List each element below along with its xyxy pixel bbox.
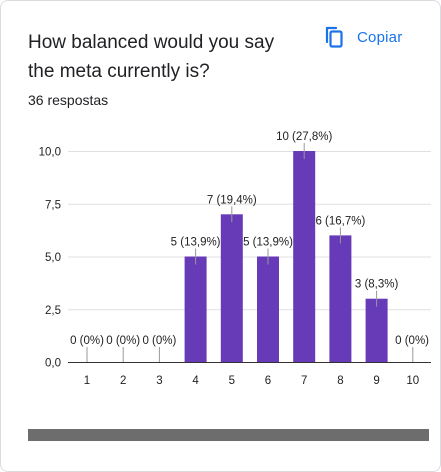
bar [365, 298, 388, 362]
data-label: 10 (27,8%) [276, 131, 332, 143]
x-tick-label: 8 [337, 375, 343, 387]
copy-chart-button[interactable]: Copiar [323, 25, 402, 49]
x-tick-label: 10 [406, 375, 419, 387]
bar-chart: 0,0 2,5 5,0 7,5 10,0 0 (0%) 1 0 (0%) 2 0 (0%) 3 5 (… [39, 131, 431, 387]
y-tick-label: 2,5 [45, 305, 61, 317]
question-title: How balanced would you say the meta curr… [28, 32, 275, 82]
y-tick-label: 5,0 [45, 252, 61, 264]
bar [293, 151, 316, 362]
x-tick-label: 9 [373, 375, 379, 387]
scrollbar-thumb[interactable] [28, 429, 429, 441]
x-tick-label: 1 [84, 375, 90, 387]
y-tick-label: 7,5 [45, 199, 61, 211]
y-tick-label: 0,0 [45, 358, 61, 370]
data-label: 5 (13,9%) [171, 237, 221, 249]
data-label: 0 (0%) [142, 335, 176, 347]
bar [220, 214, 243, 362]
bar [184, 256, 207, 362]
copy-label: Copiar [357, 28, 403, 46]
data-label: 7 (19,4%) [207, 194, 257, 206]
x-tick-label: 3 [156, 375, 162, 387]
bar [329, 235, 352, 362]
x-tick-label: 2 [120, 375, 126, 387]
y-tick-label: 10,0 [39, 147, 61, 159]
horizontal-scrollbar[interactable] [28, 429, 429, 441]
data-label: 0 (0%) [70, 335, 104, 347]
data-label: 0 (0%) [106, 335, 140, 347]
bar [257, 256, 279, 362]
data-label: 6 (16,7%) [315, 215, 365, 227]
x-tick-label: 5 [229, 375, 235, 387]
data-label: 0 (0%) [395, 335, 429, 347]
data-label: 3 (8,3%) [355, 279, 399, 291]
copy-icon [323, 25, 345, 49]
x-tick-label: 7 [301, 375, 307, 387]
x-tick-label: 4 [192, 375, 199, 387]
response-count: 36 respostas [28, 92, 109, 108]
x-tick-label: 6 [265, 375, 271, 387]
data-label: 5 (13,9%) [243, 237, 293, 249]
